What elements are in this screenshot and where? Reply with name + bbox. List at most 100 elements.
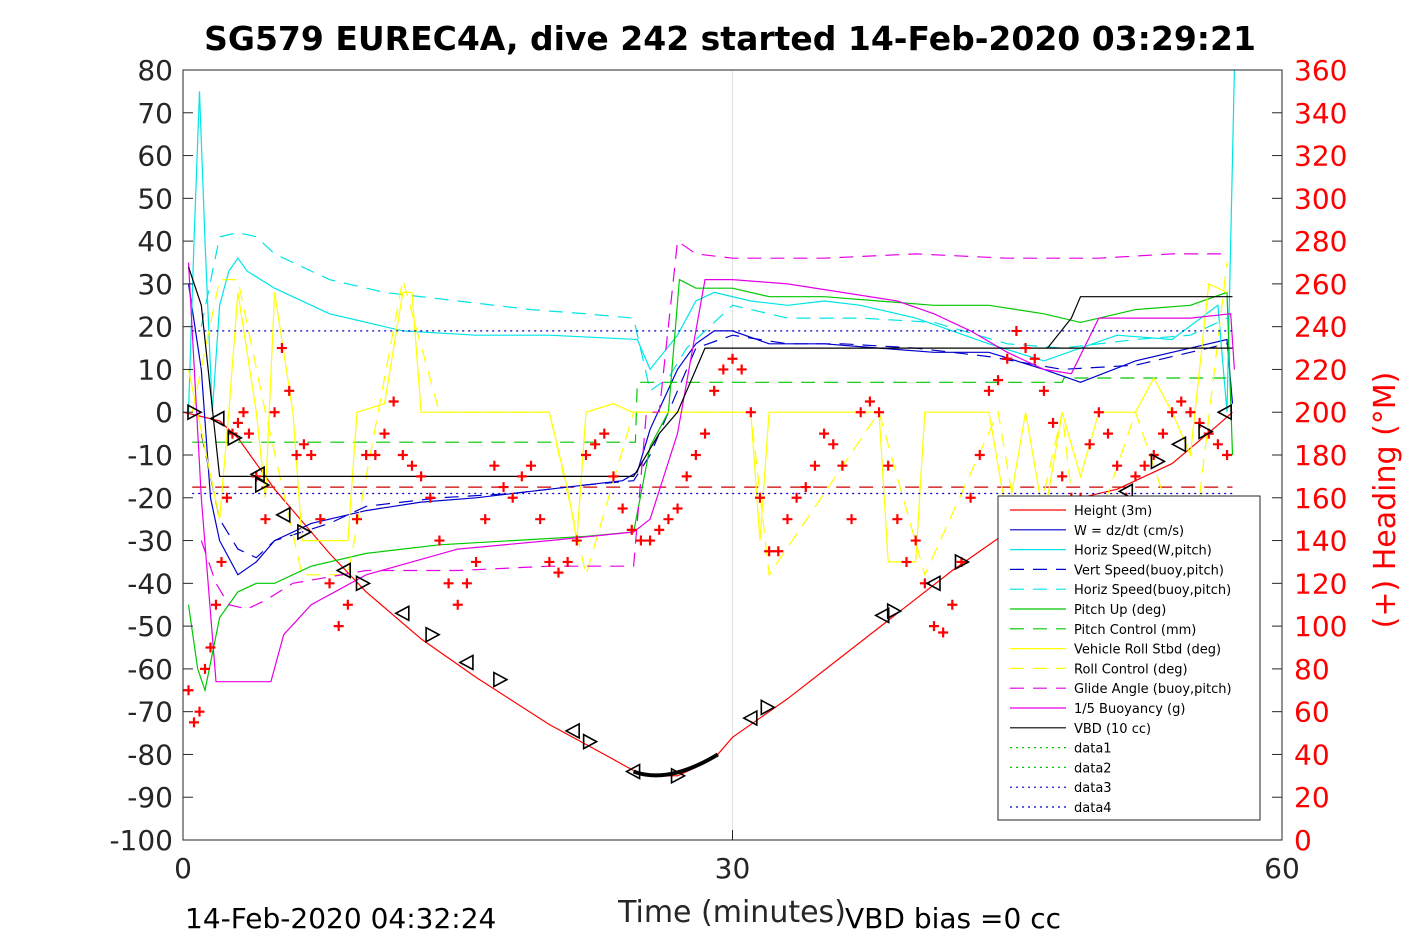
legend-label: Vert Speed(buoy,pitch) bbox=[1074, 563, 1224, 578]
y2-tick-label: 320 bbox=[1294, 140, 1347, 173]
heading-point bbox=[938, 627, 949, 638]
left-axis: 80 70 60 50 40 30 20 10 0 -10 -20 -30 -40 -50 -60 -70 -8… bbox=[109, 54, 193, 857]
heading-point bbox=[745, 407, 756, 418]
heading-point bbox=[1020, 343, 1031, 354]
heading-point bbox=[672, 503, 683, 514]
heading-point bbox=[269, 407, 280, 418]
heading-point bbox=[974, 450, 985, 460]
legend-label: Pitch Control (mm) bbox=[1074, 623, 1196, 638]
heading-point bbox=[626, 524, 637, 535]
y2-tick-label: 240 bbox=[1294, 311, 1347, 344]
heading-point bbox=[1130, 471, 1141, 482]
heading-point bbox=[324, 578, 335, 589]
heading-point bbox=[480, 514, 491, 525]
heading-point bbox=[489, 460, 500, 471]
heading-point bbox=[837, 460, 848, 471]
heading-point bbox=[216, 556, 227, 567]
turn-marker bbox=[582, 733, 599, 750]
heading-point bbox=[333, 621, 344, 632]
heading-point bbox=[498, 482, 509, 493]
heading-point bbox=[544, 556, 555, 567]
heading-point bbox=[238, 407, 249, 418]
heading-point bbox=[681, 471, 692, 482]
turn-marker bbox=[335, 562, 351, 579]
turn-marker bbox=[275, 506, 291, 524]
heading-point bbox=[452, 599, 463, 610]
heading-point bbox=[388, 396, 399, 407]
heading-point bbox=[782, 514, 793, 525]
series-layer bbox=[182, 69, 1235, 778]
heading-point bbox=[1029, 353, 1040, 364]
heading-point bbox=[1048, 417, 1059, 428]
series-vert-speed-buoy-pitch bbox=[200, 334, 1228, 559]
footer-vbd-bias: VBD bias =0 cc bbox=[845, 902, 1061, 935]
heading-point bbox=[1139, 460, 1150, 471]
heading-point bbox=[221, 492, 232, 503]
heading-point bbox=[1038, 385, 1049, 396]
heading-point bbox=[663, 514, 674, 525]
y2-tick-label: 360 bbox=[1294, 54, 1347, 87]
y-tick-label: -70 bbox=[127, 696, 173, 729]
heading-point bbox=[210, 599, 221, 610]
series-pitch-control-mm bbox=[192, 377, 1233, 443]
heading-point bbox=[1185, 407, 1196, 418]
heading-point bbox=[901, 556, 912, 567]
heading-point bbox=[352, 514, 363, 525]
heading-point bbox=[864, 396, 875, 407]
turn-marker bbox=[1216, 403, 1233, 421]
legend-label: 1/5 Buoyancy (g) bbox=[1074, 702, 1185, 717]
heading-point bbox=[773, 546, 784, 557]
y-tick-label: -90 bbox=[127, 781, 173, 814]
heading-point bbox=[1057, 471, 1068, 482]
y2-tick-label: 60 bbox=[1294, 696, 1330, 729]
legend-label: Height (3m) bbox=[1074, 504, 1152, 519]
heading-point bbox=[379, 428, 390, 439]
y2-tick-label: 280 bbox=[1294, 225, 1347, 258]
y-tick-label: -60 bbox=[127, 653, 173, 686]
y-tick-label: 60 bbox=[137, 140, 173, 173]
heading-point bbox=[764, 546, 775, 557]
y-tick-label: 80 bbox=[137, 54, 173, 87]
chart-title: SG579 EUREC4A, dive 242 started 14-Feb-2… bbox=[204, 19, 1256, 58]
y2-tick-label: 200 bbox=[1294, 396, 1347, 429]
heading-point bbox=[1112, 460, 1123, 471]
legend: Height (3m) W = dz/dt (cm/s) Horiz Speed(W… bbox=[997, 495, 1261, 821]
heading-point bbox=[883, 460, 894, 471]
heading-point bbox=[910, 535, 921, 546]
turn-marker bbox=[1170, 435, 1187, 453]
y-tick-label: 10 bbox=[137, 353, 173, 386]
heading-point bbox=[690, 450, 701, 460]
heading-point bbox=[993, 375, 1004, 386]
y-tick-label: -30 bbox=[127, 525, 173, 558]
turn-marker bbox=[886, 602, 903, 620]
y2-tick-label: 140 bbox=[1294, 525, 1347, 558]
heading-point bbox=[965, 492, 976, 503]
heading-point bbox=[571, 535, 582, 546]
turn-marker bbox=[564, 722, 580, 740]
turn-marker bbox=[1117, 483, 1134, 500]
heading-point bbox=[416, 471, 427, 482]
heading-point bbox=[874, 407, 885, 418]
heading-point bbox=[291, 450, 302, 460]
turn-marker bbox=[493, 671, 509, 688]
x-axis-label: Time (minutes) bbox=[617, 895, 846, 930]
heading-point bbox=[635, 535, 646, 546]
legend-label: data3 bbox=[1074, 781, 1112, 796]
heading-point bbox=[1157, 428, 1168, 439]
heading-point bbox=[791, 492, 802, 503]
x-tick-label: 60 bbox=[1264, 852, 1300, 885]
heading-point bbox=[608, 471, 619, 482]
heading-point bbox=[306, 450, 317, 460]
turn-marker bbox=[297, 523, 313, 541]
legend-label: Pitch Up (deg) bbox=[1074, 603, 1166, 618]
heading-point bbox=[855, 407, 866, 418]
y-tick-label: 0 bbox=[155, 396, 173, 429]
heading-point bbox=[516, 471, 527, 482]
heading-point bbox=[194, 706, 205, 717]
turn-marker bbox=[1150, 453, 1167, 470]
heading-point bbox=[406, 460, 417, 471]
heading-point bbox=[553, 567, 564, 578]
y2-tick-label: 300 bbox=[1294, 182, 1347, 215]
x-tick-label: 0 bbox=[174, 852, 192, 885]
